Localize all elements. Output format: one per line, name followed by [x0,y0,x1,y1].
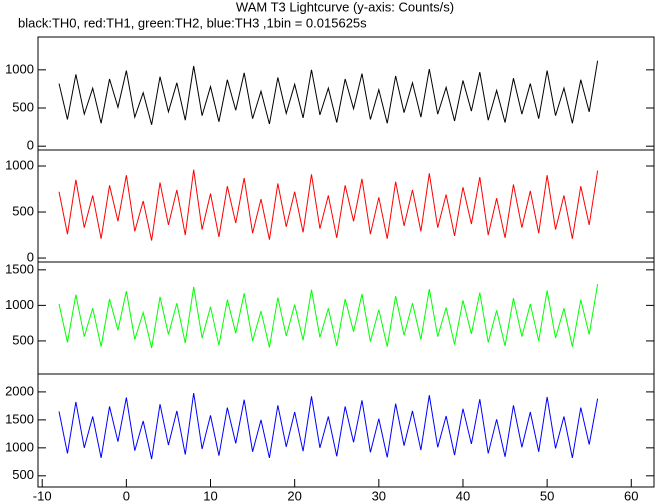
y-tick-label: 1500 [5,411,34,426]
x-tick-label: 0 [123,488,130,503]
y-tick-label: 1500 [5,261,34,276]
x-tick-label: 30 [372,488,386,503]
chart-title: WAM T3 Lightcurve (y-axis: Counts/s) [236,0,454,14]
y-tick-label: 1000 [5,157,34,172]
chart-subtitle: black:TH0, red:TH1, green:TH2, blue:TH3 … [18,15,367,30]
light-curve [58,60,599,125]
light-curve [58,283,599,349]
light-curve [58,169,599,241]
y-tick-label: 0 [27,138,34,153]
light-curve [58,392,599,460]
panel-frame [37,373,655,488]
y-tick-label: 1000 [5,297,34,312]
x-tick-label: 50 [540,488,554,503]
y-tick-label: 2000 [5,383,34,398]
y-tick-label: 500 [12,467,34,482]
y-tick-label: 1000 [5,61,34,76]
y-tick-label: 0 [27,249,34,264]
x-tick-label: 10 [203,488,217,503]
x-tick-label: 20 [287,488,301,503]
x-tick-label: 60 [624,488,638,503]
y-tick-label: 1000 [5,439,34,454]
y-tick-label: 500 [12,99,34,114]
y-tick-label: 500 [12,332,34,347]
y-tick-label: 500 [12,203,34,218]
x-tick-label: -10 [33,488,52,503]
x-tick-label: 40 [456,488,470,503]
